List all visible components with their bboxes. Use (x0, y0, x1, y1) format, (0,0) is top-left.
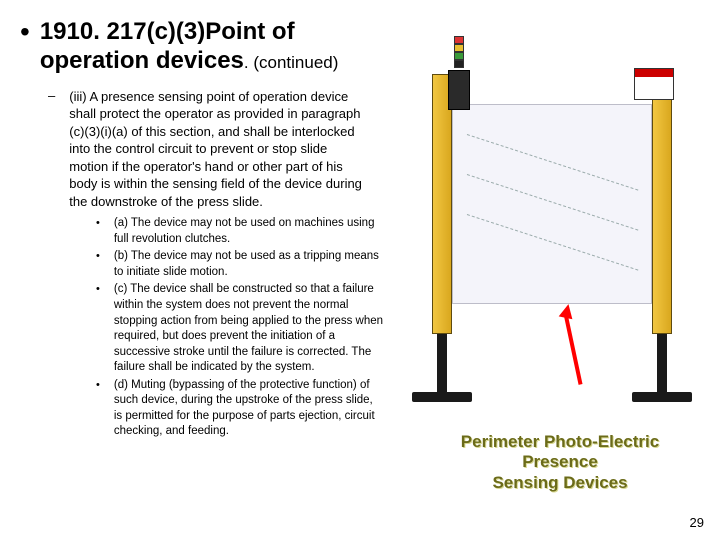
dot-icon: • (96, 249, 100, 264)
page-number: 29 (690, 515, 704, 530)
figure-caption: Perimeter Photo-Electric Presence Sensin… (410, 432, 710, 493)
caption-line: Sensing Devices (492, 473, 627, 492)
dot-icon: • (96, 282, 100, 297)
control-box (448, 70, 470, 110)
left-post (432, 74, 452, 334)
left-base (412, 392, 472, 402)
sensing-panel (452, 104, 652, 304)
dash-icon: – (48, 88, 55, 105)
title-continued: . (continued) (244, 53, 339, 72)
item-text: (d) Muting (bypassing of the protective … (114, 378, 384, 440)
bullet-icon: • (20, 18, 30, 46)
arrow-shaft-icon (564, 316, 582, 385)
right-base (632, 392, 692, 402)
caption-line: Perimeter Photo-Electric (461, 432, 659, 451)
caption-line: Presence (522, 452, 598, 471)
right-post (652, 74, 672, 334)
dot-icon: • (96, 216, 100, 231)
device-figure (412, 24, 702, 424)
dot-icon: • (96, 378, 100, 393)
item-text: (a) The device may not be used on machin… (114, 216, 384, 247)
slide-title: 1910. 217(c)(3)Point of operation device… (40, 18, 360, 76)
item-text: (b) The device may not be used as a trip… (114, 249, 384, 280)
danger-sign-icon (634, 68, 674, 100)
item-text: (c) The device shall be constructed so t… (114, 282, 384, 375)
left-foot (437, 334, 447, 394)
slide-container: • 1910. 217(c)(3)Point of operation devi… (0, 0, 720, 540)
stack-light-icon (454, 36, 464, 68)
right-foot (657, 334, 667, 394)
sub-paragraph: (iii) A presence sensing point of operat… (69, 88, 364, 211)
